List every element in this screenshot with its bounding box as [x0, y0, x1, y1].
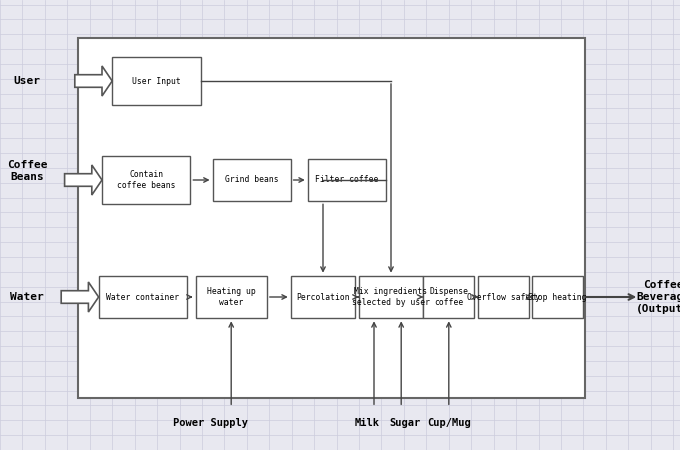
Text: Heating up
water: Heating up water	[207, 287, 256, 307]
Text: User Input: User Input	[132, 76, 181, 86]
Polygon shape	[65, 165, 102, 195]
Text: Dispense
coffee: Dispense coffee	[429, 287, 469, 307]
Text: Water container: Water container	[106, 292, 180, 302]
Bar	[291, 275, 355, 319]
Polygon shape	[61, 282, 99, 312]
Bar	[112, 57, 201, 105]
Text: Coffee
Beverage
(Output): Coffee Beverage (Output)	[636, 280, 680, 314]
Bar	[102, 157, 190, 203]
Text: Water: Water	[10, 292, 44, 302]
Text: Contain
coffee beans: Contain coffee beans	[117, 170, 175, 190]
Text: Stop heating: Stop heating	[528, 292, 587, 302]
Bar	[99, 275, 187, 319]
Bar	[196, 275, 267, 319]
Text: Power Supply: Power Supply	[173, 418, 248, 428]
Text: Cup/Mug: Cup/Mug	[427, 418, 471, 428]
Text: Filter coffee: Filter coffee	[315, 176, 379, 184]
Text: Coffee
Beans: Coffee Beans	[7, 160, 48, 182]
Bar	[307, 159, 386, 202]
Bar	[359, 275, 423, 319]
Text: Percolation: Percolation	[296, 292, 350, 302]
Text: Milk: Milk	[355, 418, 379, 428]
Polygon shape	[75, 66, 112, 96]
Text: Mix ingredients
selected by user: Mix ingredients selected by user	[352, 287, 430, 307]
Bar	[78, 38, 585, 398]
Bar	[477, 275, 528, 319]
Bar	[532, 275, 583, 319]
Text: User: User	[14, 76, 41, 86]
Text: Overflow safety: Overflow safety	[466, 292, 540, 302]
Text: Grind beans: Grind beans	[225, 176, 278, 184]
Bar	[212, 159, 291, 202]
Bar	[423, 275, 474, 319]
Text: Sugar: Sugar	[389, 418, 420, 428]
